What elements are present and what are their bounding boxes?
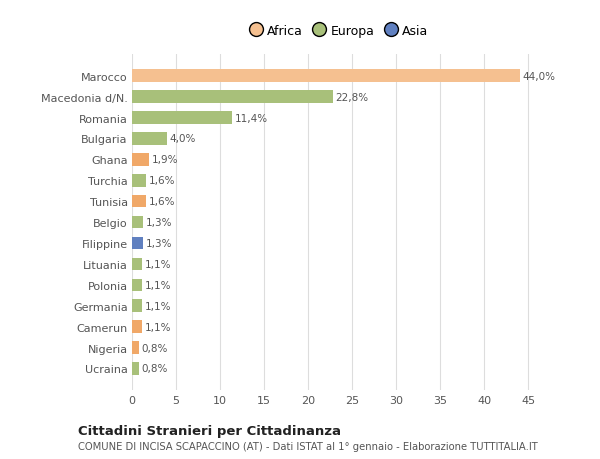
Bar: [132, 341, 139, 354]
Bar: [132, 70, 520, 83]
Bar: [132, 279, 142, 291]
Bar: [132, 216, 143, 229]
Text: 0,8%: 0,8%: [142, 364, 168, 374]
Text: 1,6%: 1,6%: [149, 176, 175, 186]
Bar: [132, 133, 167, 146]
Text: COMUNE DI INCISA SCAPACCINO (AT) - Dati ISTAT al 1° gennaio - Elaborazione TUTTI: COMUNE DI INCISA SCAPACCINO (AT) - Dati …: [78, 441, 538, 451]
Text: 1,6%: 1,6%: [149, 197, 175, 207]
Bar: [132, 363, 139, 375]
Text: 44,0%: 44,0%: [522, 72, 555, 82]
Text: 1,9%: 1,9%: [151, 155, 178, 165]
Bar: [132, 91, 333, 104]
Text: 1,1%: 1,1%: [145, 280, 171, 290]
Bar: [132, 196, 146, 208]
Bar: [132, 237, 143, 250]
Text: 1,3%: 1,3%: [146, 239, 173, 248]
Bar: [132, 321, 142, 333]
Legend: Africa, Europa, Asia: Africa, Europa, Asia: [246, 21, 432, 42]
Bar: [132, 112, 232, 124]
Text: 0,8%: 0,8%: [142, 343, 168, 353]
Text: Cittadini Stranieri per Cittadinanza: Cittadini Stranieri per Cittadinanza: [78, 424, 341, 437]
Text: 22,8%: 22,8%: [335, 92, 368, 102]
Text: 1,3%: 1,3%: [146, 218, 173, 228]
Bar: [132, 300, 142, 312]
Text: 11,4%: 11,4%: [235, 113, 268, 123]
Text: 1,1%: 1,1%: [145, 322, 171, 332]
Bar: [132, 154, 149, 166]
Text: 1,1%: 1,1%: [145, 259, 171, 269]
Bar: [132, 258, 142, 271]
Bar: [132, 174, 146, 187]
Text: 4,0%: 4,0%: [170, 134, 196, 144]
Text: 1,1%: 1,1%: [145, 301, 171, 311]
